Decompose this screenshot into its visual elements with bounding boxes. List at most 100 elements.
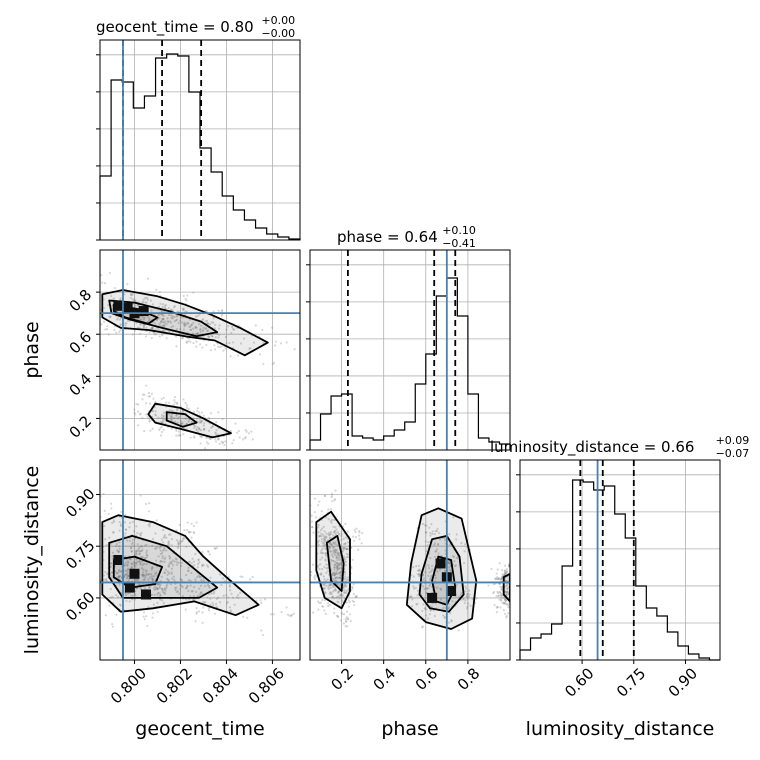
sample-point (141, 573, 144, 577)
sample-point (351, 599, 354, 603)
sample-point (345, 584, 348, 587)
sample-point (201, 419, 204, 423)
sample-point (338, 597, 341, 600)
sample-point (96, 528, 98, 530)
sample-point (333, 563, 336, 566)
sample-point (161, 589, 164, 592)
sample-point (333, 573, 336, 577)
x-axis-label-luminosity_distance: luminosity_distance (526, 718, 715, 740)
sample-point (175, 414, 178, 417)
sample-point (227, 325, 230, 328)
sample-point (214, 348, 217, 351)
sample-point (162, 528, 165, 532)
sample-point (255, 599, 258, 602)
sample-point (193, 425, 197, 428)
sample-point (132, 544, 135, 547)
sample-point (457, 596, 460, 599)
sample-point (201, 329, 204, 332)
sample-point (136, 578, 140, 582)
sample-point (185, 340, 188, 343)
sample-point (96, 512, 98, 514)
sample-point (138, 552, 141, 555)
sample-point (334, 551, 338, 554)
sample-point (327, 533, 330, 536)
sample-point (124, 562, 127, 565)
sample-point (323, 537, 326, 540)
sample-point (113, 286, 117, 290)
sample-point (145, 326, 148, 329)
sample-point (163, 558, 166, 561)
sample-point (119, 323, 123, 326)
sample-point (507, 563, 510, 566)
sample-point (144, 576, 147, 579)
sample-point (430, 570, 433, 573)
sample-point (181, 337, 184, 340)
sample-point (321, 547, 324, 550)
sample-point (492, 592, 495, 595)
sample-point (335, 556, 338, 560)
sample-point (248, 347, 251, 350)
sample-point (143, 587, 146, 590)
sample-point (329, 550, 332, 553)
panel-frame (309, 249, 511, 451)
sample-point (338, 596, 341, 599)
sample-point (132, 561, 135, 564)
sample-point (131, 520, 135, 523)
sample-point (338, 555, 341, 558)
sample-point (140, 544, 143, 548)
sample-point (200, 429, 203, 432)
sample-point (185, 406, 188, 410)
sample-point (342, 546, 345, 549)
sample-point (340, 532, 343, 535)
sample-point (218, 324, 221, 327)
sample-point (347, 605, 350, 608)
sample-point (351, 558, 354, 561)
sample-point (156, 587, 159, 590)
sample-point (338, 563, 342, 566)
panel-content (96, 460, 300, 660)
sample-point (193, 436, 196, 439)
sample-point (198, 610, 201, 613)
sample-point (437, 552, 440, 555)
sample-point (505, 614, 509, 618)
sample-point (160, 420, 163, 424)
sample-point (118, 541, 121, 544)
sample-point (179, 316, 182, 319)
sample-point (150, 566, 154, 569)
sample-point (316, 541, 320, 544)
sample-point (164, 401, 168, 404)
sample-point (193, 426, 196, 429)
sample-point (510, 590, 512, 592)
sample-point (111, 625, 115, 628)
sample-point (212, 310, 215, 313)
sample-point (167, 579, 170, 582)
sample-point (410, 605, 414, 608)
sample-point (160, 320, 163, 323)
sample-point (325, 536, 328, 539)
sample-point (503, 572, 506, 576)
sample-point (176, 314, 179, 317)
sample-point (194, 620, 197, 623)
sample-point (466, 592, 469, 595)
sample-point (358, 529, 361, 533)
sample-point (214, 547, 217, 550)
sample-point (188, 560, 191, 563)
sample-point (161, 313, 164, 316)
sample-point (408, 595, 411, 599)
sample-point (324, 558, 327, 561)
sample-point (136, 532, 139, 535)
sample-point (141, 548, 144, 551)
sample-point (202, 414, 205, 417)
sample-point (455, 556, 458, 560)
sample-point (223, 443, 226, 447)
sample-point (247, 432, 251, 435)
sample-point (138, 550, 141, 553)
sample-point (160, 430, 164, 434)
sample-point (161, 418, 165, 422)
sample-point (181, 411, 184, 414)
sample-point (443, 616, 446, 619)
sample-point (333, 531, 336, 534)
sample-point (148, 317, 151, 321)
sample-point (498, 577, 501, 581)
sample-point (344, 585, 347, 588)
